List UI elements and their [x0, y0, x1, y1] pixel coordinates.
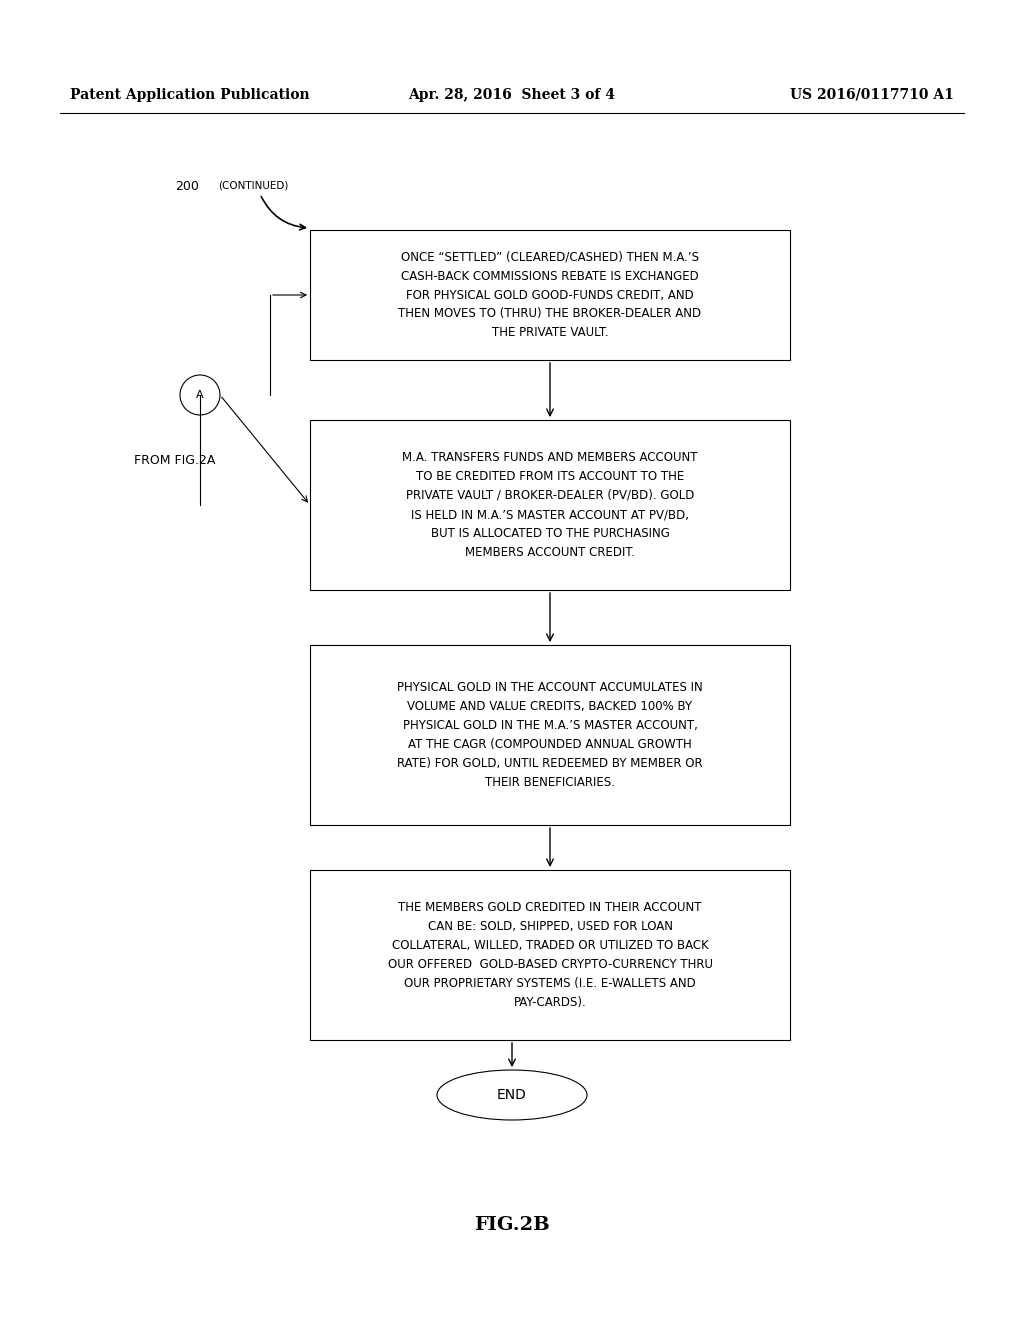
Text: 200: 200: [175, 180, 199, 193]
FancyBboxPatch shape: [310, 645, 790, 825]
Text: Patent Application Publication: Patent Application Publication: [70, 88, 309, 102]
Text: FROM FIG.2A: FROM FIG.2A: [134, 454, 216, 466]
FancyBboxPatch shape: [310, 420, 790, 590]
Text: END: END: [497, 1088, 527, 1102]
Text: FIG.2B: FIG.2B: [474, 1216, 550, 1234]
Text: THE MEMBERS GOLD CREDITED IN THEIR ACCOUNT
CAN BE: SOLD, SHIPPED, USED FOR LOAN
: THE MEMBERS GOLD CREDITED IN THEIR ACCOU…: [387, 902, 713, 1008]
FancyBboxPatch shape: [310, 870, 790, 1040]
Text: (CONTINUED): (CONTINUED): [218, 181, 289, 191]
Text: M.A. TRANSFERS FUNDS AND MEMBERS ACCOUNT
TO BE CREDITED FROM ITS ACCOUNT TO THE
: M.A. TRANSFERS FUNDS AND MEMBERS ACCOUNT…: [402, 451, 697, 558]
Text: A: A: [197, 389, 204, 400]
Text: US 2016/0117710 A1: US 2016/0117710 A1: [791, 88, 954, 102]
Text: ONCE “SETTLED” (CLEARED/CASHED) THEN M.A.’S
CASH-BACK COMMISSIONS REBATE IS EXCH: ONCE “SETTLED” (CLEARED/CASHED) THEN M.A…: [398, 251, 701, 339]
FancyBboxPatch shape: [310, 230, 790, 360]
Text: PHYSICAL GOLD IN THE ACCOUNT ACCUMULATES IN
VOLUME AND VALUE CREDITS, BACKED 100: PHYSICAL GOLD IN THE ACCOUNT ACCUMULATES…: [397, 681, 702, 789]
Text: Apr. 28, 2016  Sheet 3 of 4: Apr. 28, 2016 Sheet 3 of 4: [409, 88, 615, 102]
